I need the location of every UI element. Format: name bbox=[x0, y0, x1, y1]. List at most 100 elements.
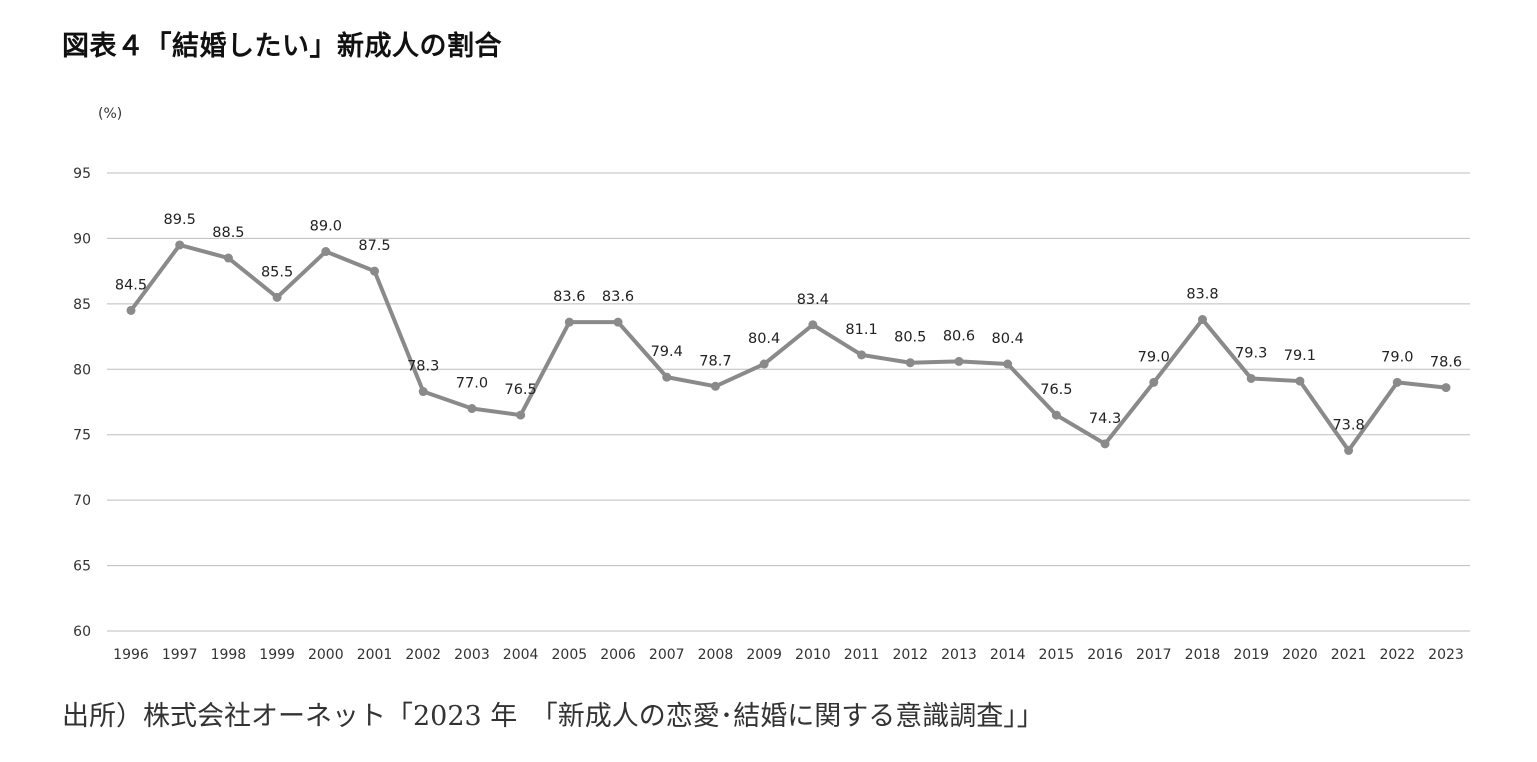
data-label: 73.8 bbox=[1332, 417, 1364, 433]
data-label: 78.6 bbox=[1430, 355, 1462, 371]
x-tick-label: 2018 bbox=[1185, 647, 1221, 663]
data-point bbox=[126, 305, 136, 315]
data-label: 89.0 bbox=[310, 219, 342, 235]
y-tick-label: 65 bbox=[73, 559, 91, 575]
data-point bbox=[1149, 377, 1159, 387]
data-point bbox=[1441, 383, 1451, 393]
x-tick-label: 1996 bbox=[113, 647, 149, 663]
x-tick-label: 2021 bbox=[1331, 647, 1367, 663]
x-tick-label: 2009 bbox=[746, 647, 782, 663]
data-labels: 84.5 89.5 88.5 85.5 89.0 87.5 78.3 77.0 76.5 83.6… bbox=[115, 212, 1462, 433]
data-point bbox=[223, 253, 233, 263]
data-point bbox=[1246, 373, 1256, 383]
y-tick-label: 60 bbox=[73, 624, 91, 640]
data-label: 78.7 bbox=[699, 353, 731, 369]
data-point bbox=[272, 292, 282, 302]
x-tick-label: 2010 bbox=[795, 647, 831, 663]
x-tick-label: 2016 bbox=[1087, 647, 1123, 663]
x-tick-label: 1998 bbox=[211, 647, 247, 663]
data-label: 77.0 bbox=[456, 376, 488, 392]
x-tick-label: 2000 bbox=[308, 647, 344, 663]
y-axis-unit-label: (%) bbox=[98, 106, 122, 122]
x-tick-label: 2003 bbox=[454, 647, 490, 663]
x-tick-label: 2005 bbox=[552, 647, 588, 663]
data-point bbox=[516, 410, 526, 420]
y-tick-label: 90 bbox=[73, 231, 91, 247]
data-label: 78.3 bbox=[407, 359, 439, 375]
series-line-group bbox=[129, 242, 1448, 453]
data-label: 85.5 bbox=[261, 264, 293, 280]
data-point bbox=[662, 372, 672, 382]
data-points bbox=[126, 240, 1451, 455]
data-point bbox=[1197, 315, 1207, 325]
data-point bbox=[1392, 377, 1402, 387]
x-tick-label: 2006 bbox=[600, 647, 636, 663]
y-tick-label: 80 bbox=[73, 362, 91, 378]
data-label: 80.4 bbox=[992, 331, 1024, 347]
x-tick-label: 2015 bbox=[1039, 647, 1075, 663]
data-point bbox=[759, 359, 769, 369]
x-tick-label: 2001 bbox=[357, 647, 393, 663]
data-point bbox=[467, 404, 477, 414]
y-axis-ticks: 60 65 70 75 80 85 90 95 bbox=[73, 166, 91, 640]
gridlines bbox=[107, 172, 1470, 632]
x-tick-label: 2002 bbox=[405, 647, 441, 663]
data-point bbox=[1100, 439, 1110, 449]
x-tick-label: 2017 bbox=[1136, 647, 1172, 663]
data-point bbox=[1051, 410, 1061, 420]
y-tick-label: 95 bbox=[73, 166, 91, 182]
x-tick-label: 2004 bbox=[503, 647, 539, 663]
x-tick-label: 1997 bbox=[162, 647, 198, 663]
x-tick-label: 2012 bbox=[892, 647, 928, 663]
data-label: 79.3 bbox=[1235, 345, 1267, 361]
x-tick-label: 2008 bbox=[698, 647, 734, 663]
x-axis-ticks: 1996 1997 1998 1999 2000 2001 2002 2003 2004 2005… bbox=[113, 647, 1464, 663]
x-tick-label: 2023 bbox=[1428, 647, 1464, 663]
data-point bbox=[905, 358, 915, 368]
data-label: 79.4 bbox=[651, 344, 683, 360]
x-tick-label: 2011 bbox=[844, 647, 880, 663]
data-label: 76.5 bbox=[1040, 382, 1072, 398]
source-note: 出所）株式会社オーネット「2023 年 「新成人の恋愛･結婚に関する意識調査」」 bbox=[62, 701, 1044, 732]
x-tick-label: 2022 bbox=[1379, 647, 1415, 663]
data-label: 87.5 bbox=[358, 238, 390, 254]
data-point bbox=[857, 350, 867, 360]
data-point bbox=[710, 381, 720, 391]
data-label: 88.5 bbox=[212, 225, 244, 241]
data-label: 76.5 bbox=[504, 382, 536, 398]
data-label: 79.0 bbox=[1138, 349, 1170, 365]
data-label: 74.3 bbox=[1089, 411, 1121, 427]
data-label: 80.4 bbox=[748, 331, 780, 347]
y-tick-label: 85 bbox=[73, 297, 91, 313]
y-tick-label: 70 bbox=[73, 493, 91, 509]
data-label: 83.6 bbox=[602, 289, 634, 305]
x-tick-label: 2019 bbox=[1233, 647, 1269, 663]
line-chart: 60 65 70 75 80 85 90 95 1996 1997 1998 1999 2000 200… bbox=[73, 106, 1470, 663]
series-line bbox=[129, 242, 1448, 453]
data-label: 83.4 bbox=[797, 292, 829, 308]
data-label: 81.1 bbox=[845, 322, 877, 338]
data-point bbox=[808, 320, 818, 330]
data-label: 84.5 bbox=[115, 277, 147, 293]
data-point bbox=[1344, 445, 1354, 455]
data-point bbox=[321, 247, 331, 257]
data-label: 80.6 bbox=[943, 328, 975, 344]
chart-title: 図表４「結婚したい」新成人の割合 bbox=[62, 31, 502, 62]
data-point bbox=[175, 240, 185, 250]
data-label: 79.0 bbox=[1381, 349, 1413, 365]
data-point bbox=[954, 356, 964, 366]
data-point bbox=[370, 266, 380, 276]
data-label: 80.5 bbox=[894, 330, 926, 346]
x-tick-label: 2020 bbox=[1282, 647, 1318, 663]
data-label: 79.1 bbox=[1284, 348, 1316, 364]
x-tick-label: 1999 bbox=[259, 647, 295, 663]
data-point bbox=[613, 317, 623, 327]
data-label: 89.5 bbox=[164, 212, 196, 228]
data-point bbox=[1295, 376, 1305, 386]
x-tick-label: 2013 bbox=[941, 647, 977, 663]
data-point bbox=[564, 317, 574, 327]
data-point bbox=[418, 387, 428, 397]
data-label: 83.8 bbox=[1186, 287, 1218, 303]
data-point bbox=[1003, 359, 1013, 369]
x-tick-label: 2014 bbox=[990, 647, 1026, 663]
